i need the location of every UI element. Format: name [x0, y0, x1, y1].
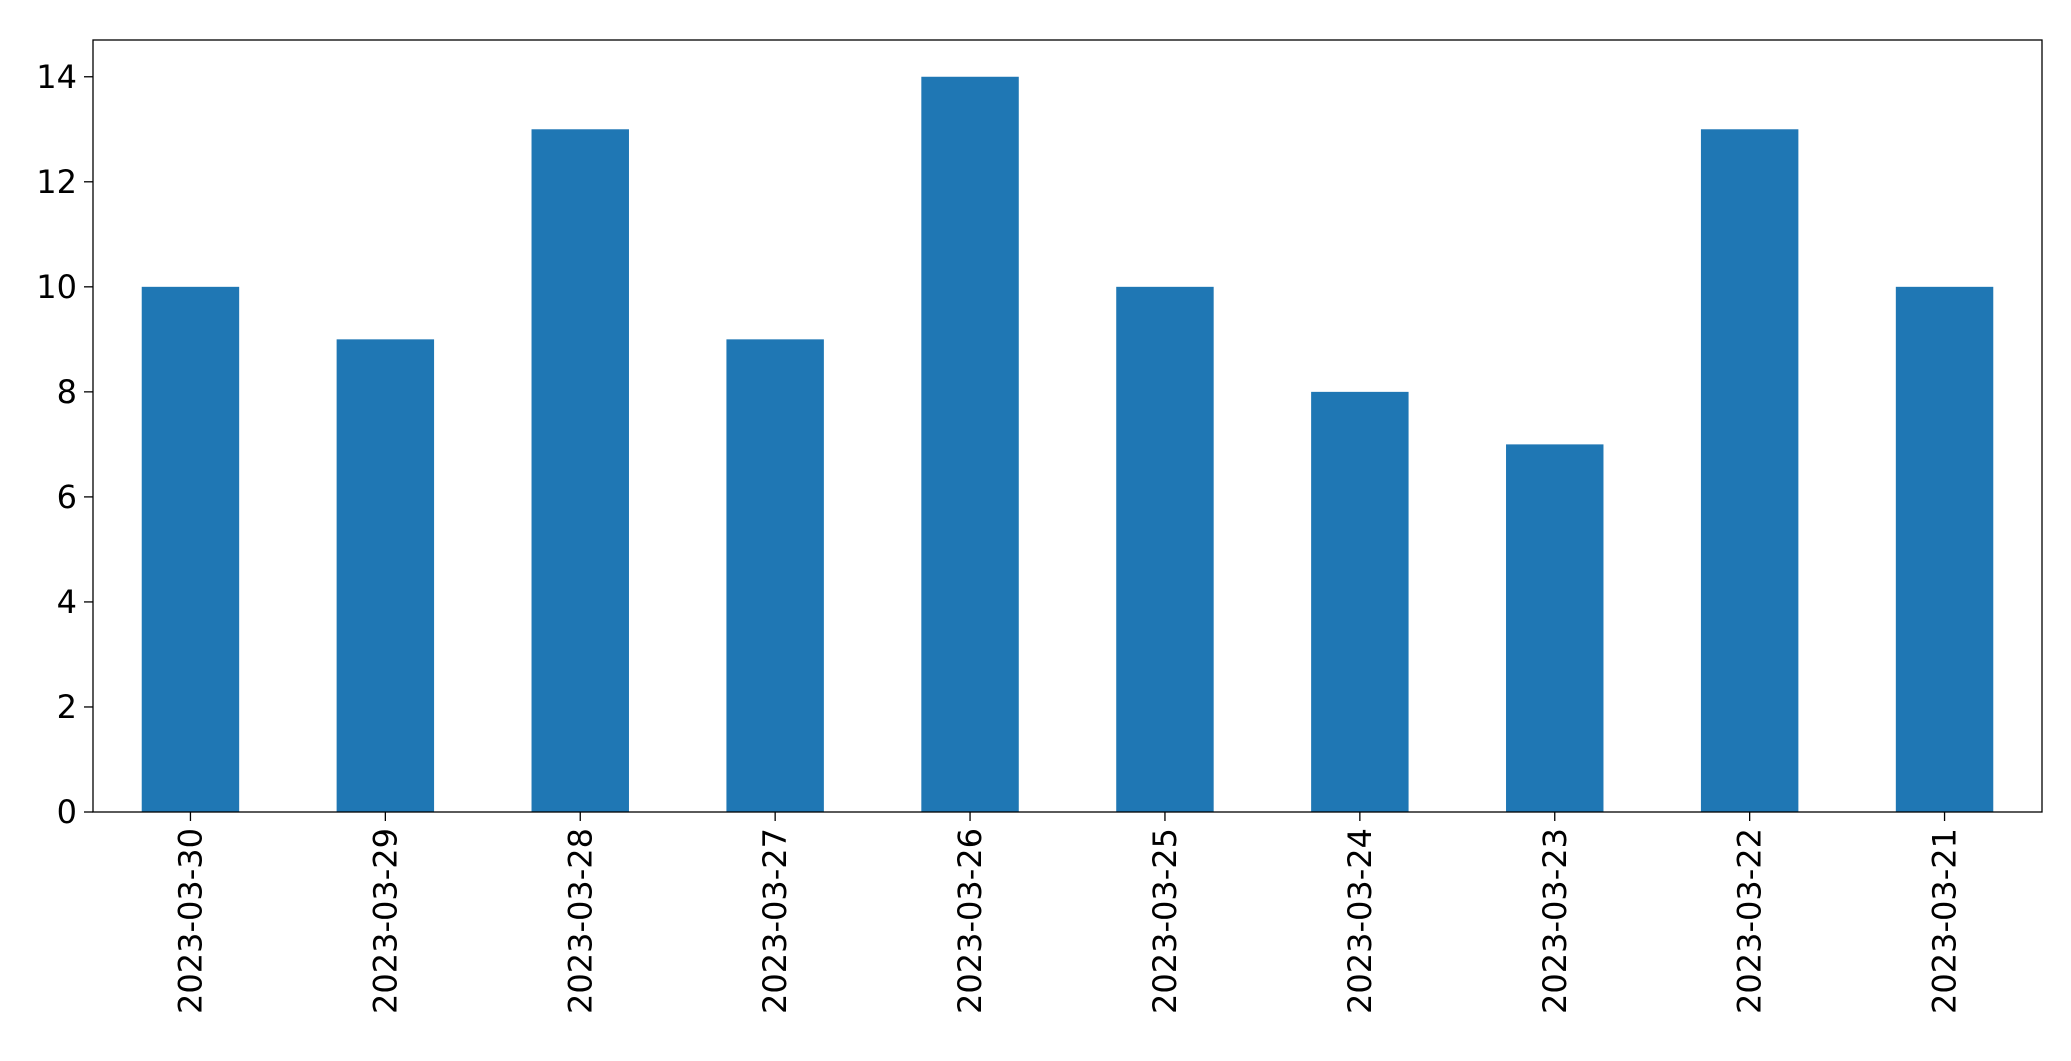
plot-frame	[92, 39, 2043, 813]
bar	[1895, 286, 1994, 812]
x-tick-label: 2023-03-26	[951, 828, 989, 1014]
bar	[726, 339, 824, 812]
bar	[1506, 444, 1604, 812]
x-tick-label: 2023-03-30	[171, 828, 209, 1014]
bar	[1311, 391, 1409, 812]
bar	[336, 339, 435, 812]
y-tick-label: 2	[57, 688, 77, 726]
bar	[1700, 129, 1799, 812]
y-tick-label: 12	[36, 163, 77, 201]
x-tick-label: 2023-03-23	[1536, 828, 1574, 1014]
y-tick-label: 6	[57, 478, 77, 516]
x-tick-label: 2023-03-24	[1341, 828, 1379, 1014]
x-tick-label: 2023-03-22	[1731, 828, 1769, 1014]
y-tick-label: 8	[57, 373, 77, 411]
x-tick-label: 2023-03-29	[366, 828, 404, 1014]
x-tick-label: 2023-03-25	[1146, 828, 1184, 1014]
y-tick-label: 0	[57, 793, 77, 831]
bar	[141, 286, 240, 812]
bar	[921, 76, 1019, 812]
bar	[1116, 286, 1214, 812]
x-tick-label: 2023-03-21	[1926, 828, 1964, 1014]
x-tick-label: 2023-03-27	[756, 828, 794, 1014]
bar	[531, 129, 629, 812]
y-tick-label: 14	[36, 58, 77, 96]
y-tick-label: 4	[57, 583, 77, 621]
y-tick-label: 10	[36, 268, 77, 306]
x-tick-label: 2023-03-28	[561, 828, 599, 1014]
